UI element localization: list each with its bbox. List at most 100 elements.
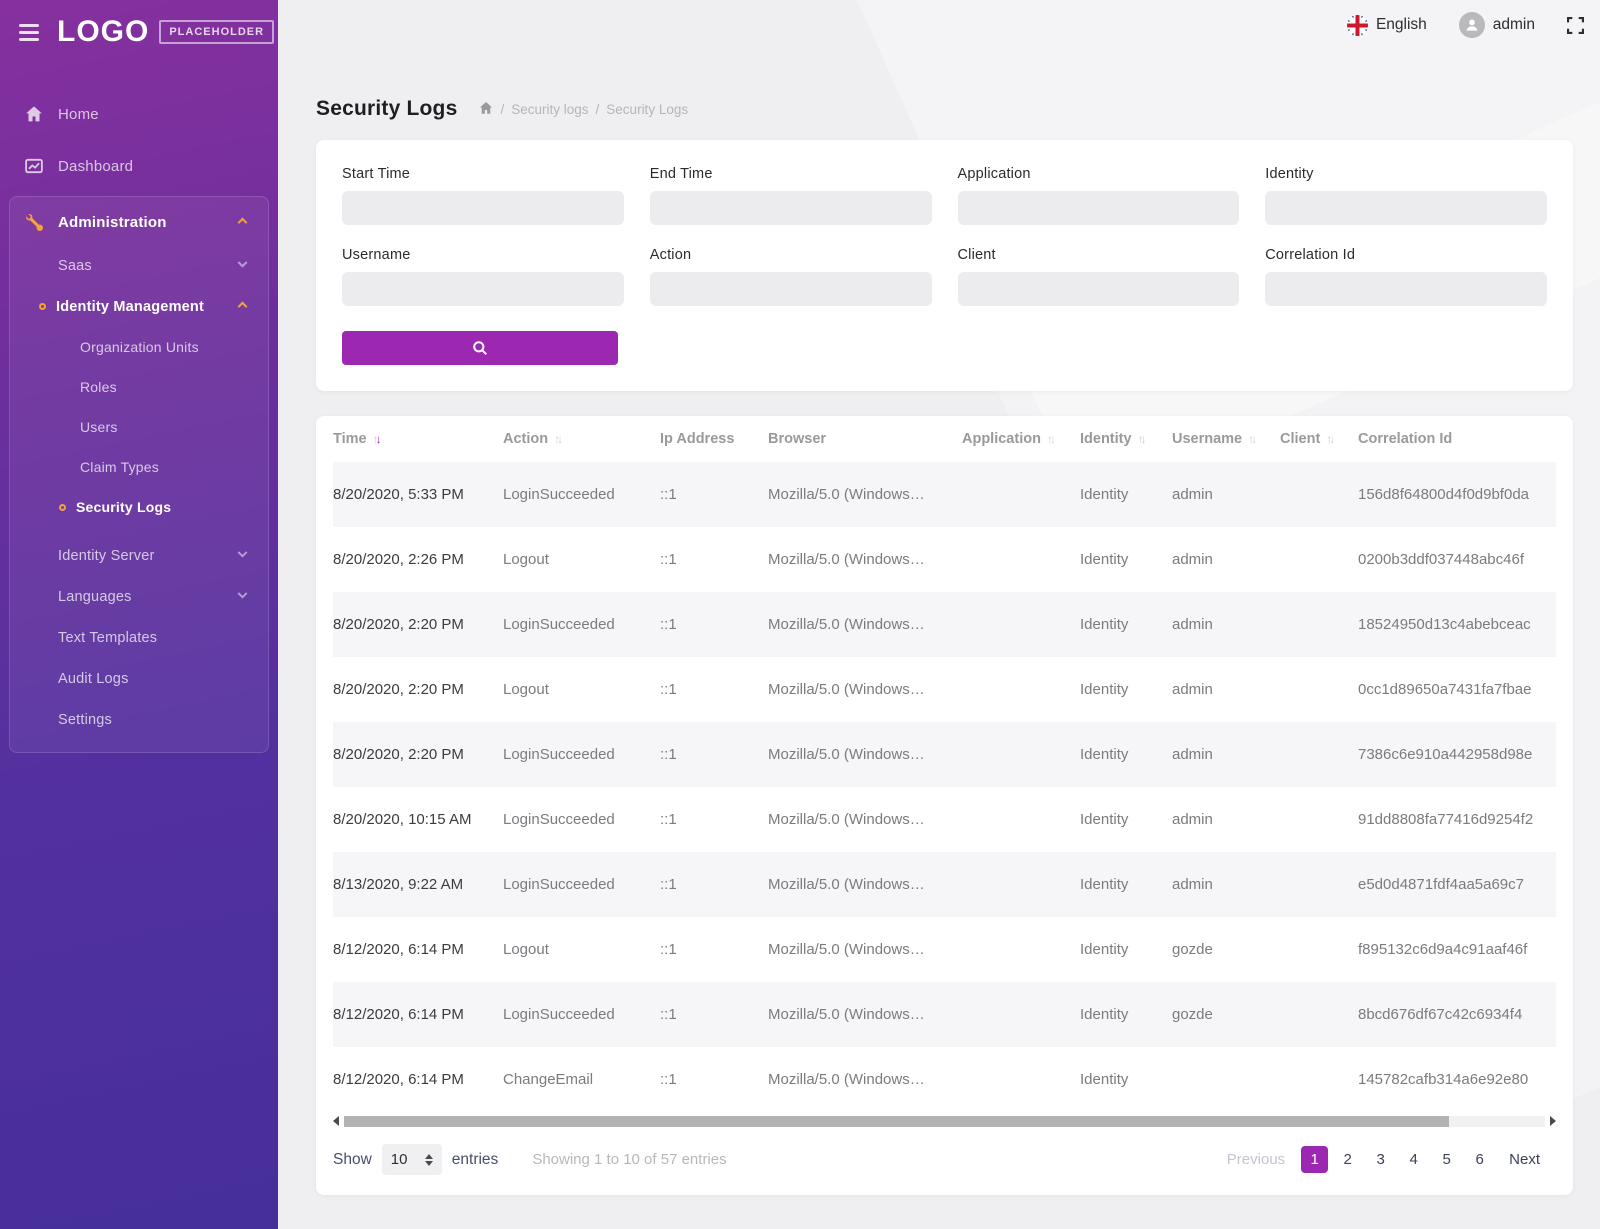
sidebar-item-home[interactable]: Home (0, 88, 278, 140)
page-button-4[interactable]: 4 (1409, 1151, 1418, 1168)
column-header-action[interactable]: Action ↑↓ (503, 431, 660, 447)
column-label: Application (962, 431, 1041, 447)
administration-section: Administration Saas Identity Management … (9, 196, 269, 753)
chevron-up-icon (237, 301, 248, 312)
cell-correlation-id: 18524950d13c4abebceac (1358, 616, 1531, 633)
field-label: Correlation Id (1265, 247, 1356, 263)
cell-time: 8/20/2020, 2:26 PM (333, 551, 464, 568)
sidebar-item-users[interactable]: Users (10, 407, 268, 447)
scroll-left-arrow-icon[interactable] (333, 1116, 339, 1126)
scrollbar-thumb[interactable] (344, 1115, 1449, 1127)
sidebar-item-claim-types[interactable]: Claim Types (10, 447, 268, 487)
cell-action: LoginSucceeded (503, 1006, 615, 1023)
page-button-3[interactable]: 3 (1376, 1151, 1385, 1168)
column-header-client[interactable]: Client ↑↓ (1280, 431, 1358, 447)
column-label: Client (1280, 431, 1321, 447)
horizontal-scrollbar (333, 1114, 1556, 1128)
sidebar-item-dashboard[interactable]: Dashboard (0, 140, 278, 192)
sidebar-item-text-templates[interactable]: Text Templates (10, 617, 268, 658)
next-page-button[interactable]: Next (1509, 1151, 1540, 1168)
sidebar-item-label: Roles (80, 379, 117, 395)
field-label: Username (342, 247, 411, 263)
previous-page-button[interactable]: Previous (1226, 1151, 1286, 1168)
cell-correlation-id: 156d8f64800d4f0d9bf0da (1358, 486, 1530, 503)
search-icon (473, 341, 488, 356)
table-body: 8/20/2020, 5:33 PM LoginSucceeded ::1 Mo… (333, 462, 1556, 1112)
breadcrumb-separator: / (595, 101, 600, 117)
sidebar-item-organization-units[interactable]: Organization Units (10, 327, 268, 367)
application-input[interactable] (957, 191, 1240, 225)
field-label: End Time (649, 166, 713, 182)
scrollbar-track[interactable] (344, 1115, 1545, 1127)
cell-action: LoginSucceeded (503, 811, 615, 828)
action-input[interactable] (649, 272, 932, 306)
chevron-down-icon (237, 588, 248, 599)
column-header-identity[interactable]: Identity ↑↓ (1080, 431, 1172, 447)
language-selector[interactable]: English (1346, 14, 1427, 36)
menu-toggle-icon[interactable] (19, 23, 39, 41)
sidebar-item-audit-logs[interactable]: Audit Logs (10, 658, 268, 699)
sidebar-item-label: Security Logs (76, 499, 172, 515)
sidebar-item-label: Saas (58, 257, 92, 274)
filter-field-client: Client (957, 247, 1240, 306)
username-input[interactable] (342, 272, 624, 306)
page-button-2[interactable]: 2 (1343, 1151, 1352, 1168)
filter-card: Start Time End Time Application Identity… (316, 140, 1573, 391)
cell-action: LoginSucceeded (503, 876, 615, 893)
cell-browser: Mozilla/5.0 (Windows… (768, 486, 925, 503)
topbar: English admin (278, 0, 1600, 50)
end-time-input[interactable] (649, 191, 932, 225)
avatar (1458, 12, 1485, 38)
cell-time: 8/12/2020, 6:14 PM (333, 1006, 464, 1023)
sidebar-item-identity-server[interactable]: Identity Server (10, 535, 268, 576)
user-menu[interactable]: admin (1458, 12, 1535, 38)
cell-time: 8/20/2020, 2:20 PM (333, 681, 464, 698)
cell-ip: ::1 (660, 876, 677, 893)
filter-field-action: Action (649, 247, 932, 306)
cell-correlation-id: 7386c6e910a442958d98e (1358, 746, 1533, 763)
cell-browser: Mozilla/5.0 (Windows… (768, 681, 925, 698)
client-input[interactable] (957, 272, 1240, 306)
active-bullet-icon (39, 303, 46, 310)
fullscreen-icon[interactable] (1567, 16, 1584, 34)
cell-time: 8/20/2020, 2:20 PM (333, 616, 464, 633)
table-row: 8/20/2020, 2:20 PM LoginSucceeded ::1 Mo… (333, 722, 1556, 787)
cell-correlation-id: 8bcd676df67c42c6934f4 (1358, 1006, 1523, 1023)
identity-input[interactable] (1265, 191, 1547, 225)
column-label: Action (503, 431, 549, 447)
table-row: 8/20/2020, 2:26 PM Logout ::1 Mozilla/5.… (333, 527, 1556, 592)
cell-action: LoginSucceeded (503, 486, 615, 503)
cell-action: Logout (503, 941, 549, 958)
cell-username: admin (1172, 486, 1213, 503)
column-header-time[interactable]: Time ↑↓ (333, 431, 503, 447)
breadcrumb-link[interactable]: Security logs (511, 101, 589, 117)
sidebar-item-roles[interactable]: Roles (10, 367, 268, 407)
sidebar-item-settings[interactable]: Settings (10, 699, 268, 740)
page-button-1[interactable]: 1 (1301, 1146, 1329, 1173)
cell-correlation-id: 91dd8808fa77416d9254f2 (1358, 811, 1534, 828)
correlation-id-input[interactable] (1265, 272, 1547, 306)
sidebar-item-saas[interactable]: Saas (10, 245, 268, 286)
page-button-6[interactable]: 6 (1475, 1151, 1484, 1168)
logo[interactable]: LOGO (57, 15, 150, 48)
sidebar-item-identity-management[interactable]: Identity Management (10, 286, 268, 327)
cell-identity: Identity (1080, 876, 1129, 893)
search-button[interactable] (342, 331, 618, 365)
sidebar-item-administration[interactable]: Administration (10, 199, 268, 245)
logo-placeholder-badge: PLACEHOLDER (159, 20, 275, 44)
sidebar-item-label: Claim Types (80, 459, 159, 475)
page-button-5[interactable]: 5 (1442, 1151, 1451, 1168)
sidebar-item-security-logs[interactable]: Security Logs (10, 487, 268, 527)
column-header-application[interactable]: Application ↑↓ (962, 431, 1080, 447)
scroll-right-arrow-icon[interactable] (1550, 1116, 1556, 1126)
pagination: Previous 1 2 3 4 5 6 Next (1227, 1146, 1540, 1173)
sidebar-item-languages[interactable]: Languages (10, 576, 268, 617)
page-size-select[interactable]: 10 (381, 1144, 442, 1175)
column-header-username[interactable]: Username ↑↓ (1172, 431, 1280, 447)
start-time-input[interactable] (342, 191, 624, 225)
home-icon[interactable] (479, 101, 493, 115)
column-label: Identity (1080, 431, 1132, 447)
cell-username: admin (1172, 551, 1213, 568)
cell-identity: Identity (1080, 941, 1129, 958)
logo-row: LOGO PLACEHOLDER (0, 0, 278, 64)
